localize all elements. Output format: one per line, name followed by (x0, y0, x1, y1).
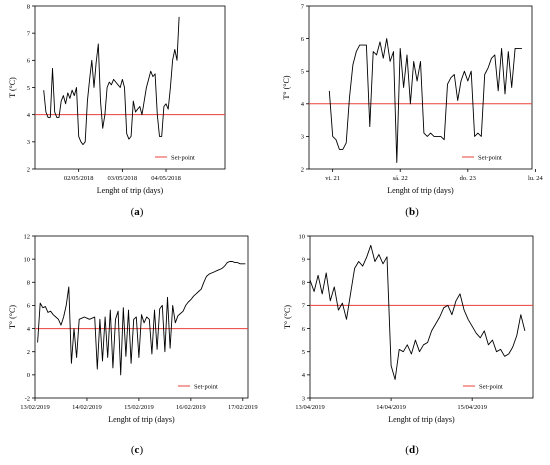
panel-a-y-tick-label: 7 (27, 30, 31, 37)
panel-c-plot-frame (34, 235, 249, 399)
panel-c-y-axis-label: T° (°C) (8, 305, 17, 329)
panel-d-x-tick-label: 15/04/2019 (457, 404, 487, 411)
panel-a-x-axis-label: Lenght of trip (days) (97, 186, 164, 195)
panel-b-y-tick-label: 7 (301, 3, 305, 10)
panel-c-x-tick-label: 13/02/2019 (20, 404, 50, 411)
panel-b-x-tick-label: lu. 24 (528, 175, 544, 182)
panel-b-y-tick-label: 2 (301, 166, 304, 173)
panel-b-x-tick-label: do. 23 (460, 175, 476, 182)
panel-d-x-tick-label: 14/04/2019 (376, 404, 406, 411)
panel-b-x-tick-label: vi. 21 (325, 175, 340, 182)
panel-b-x-axis-label: Lenght of trip (days) (387, 186, 454, 195)
panel-b-plot-frame (308, 5, 533, 170)
panel-a-x-tick-label: 04/05/2018 (151, 175, 181, 182)
panel-c-x-axis-label: Lenght of trip (days) (108, 415, 175, 424)
panel-d-y-tick-label: 5 (302, 349, 305, 356)
panel-c-y-tick-label: 12 (24, 233, 31, 240)
panel-a-x-tick-label: 02/05/2018 (64, 175, 94, 182)
panel-d-y-tick-label: 6 (302, 326, 306, 333)
panel-a-y-tick-label: 2 (27, 166, 30, 173)
panel-a-caption: (a) (131, 206, 144, 218)
panel-a-y-tick-label: 6 (27, 58, 31, 65)
panel-d-y-tick-label: 9 (302, 256, 305, 263)
panel-a-y-tick-label: 4 (27, 112, 31, 119)
panel-b-y-tick-label: 6 (301, 36, 305, 43)
panel-c-y-tick-label: 10 (24, 256, 31, 263)
panel-a-y-tick-label: 5 (27, 85, 30, 92)
panel-c-caption: (c) (131, 444, 144, 456)
panel-a-plot-frame (34, 5, 226, 170)
panel-b-y-tick-label: 3 (301, 134, 304, 141)
panel-a-y-axis-label: T (°C) (8, 77, 17, 98)
panel-b-x-tick-label: sá. 22 (393, 175, 408, 182)
panel-d-x-tick-label: 13/04/2019 (295, 404, 325, 411)
panel-d-temperature-series-line (309, 244, 526, 380)
panel-c-y-tick-label: 2 (27, 349, 30, 356)
panel-c-y-tick-label: 4 (27, 326, 31, 333)
panel-c-x-tick-label: 14/02/2019 (72, 404, 102, 411)
panel-d-y-tick-label: 4 (302, 372, 306, 379)
panel-a-y-tick-label: 3 (27, 139, 30, 146)
panel-d-y-tick-label: 8 (302, 280, 305, 287)
panel-d-y-axis-label: T° (°C) (283, 305, 292, 329)
panel-c-y-tick-label: 6 (27, 303, 31, 310)
panel-a-y-tick-label: 8 (27, 3, 30, 10)
panel-d-x-axis-label: Lenght of trip (days) (388, 415, 455, 424)
panel-d-plot-frame (309, 235, 534, 399)
panel-c-temperature-series-line (37, 261, 246, 376)
panel-d-y-tick-label: 7 (302, 303, 306, 310)
panel-a-temperature-series-line (43, 16, 180, 146)
panel-a-x-tick-label: 03/05/2018 (108, 175, 138, 182)
panel-b-temperature-series-line (328, 38, 522, 163)
panel-c-y-tick-label: 0 (27, 372, 30, 379)
panel-b-y-tick-label: 4 (301, 101, 305, 108)
panel-b-y-axis-label: T° (°C) (282, 75, 291, 99)
panel-d-caption: (d) (405, 444, 419, 456)
panel-c-y-tick-label: 8 (27, 280, 30, 287)
panel-c-x-tick-label: 17/02/2019 (228, 404, 258, 411)
panel-d-legend-label: Set-point (479, 383, 503, 390)
panel-d-y-tick-label: 3 (302, 395, 305, 402)
panel-c-legend-label: Set-point (194, 383, 218, 390)
panel-c-y-tick-label: -2 (25, 395, 30, 402)
panel-b-y-tick-label: 5 (301, 69, 304, 76)
panel-a-legend-label: Set-point (171, 154, 195, 161)
panel-c-x-tick-label: 16/02/2019 (176, 404, 206, 411)
panel-b-legend-label: Set-point (478, 154, 502, 161)
panel-c-x-tick-label: 15/02/2019 (124, 404, 154, 411)
panel-d-y-tick-label: 10 (299, 233, 306, 240)
panel-b-caption: (b) (405, 206, 419, 218)
